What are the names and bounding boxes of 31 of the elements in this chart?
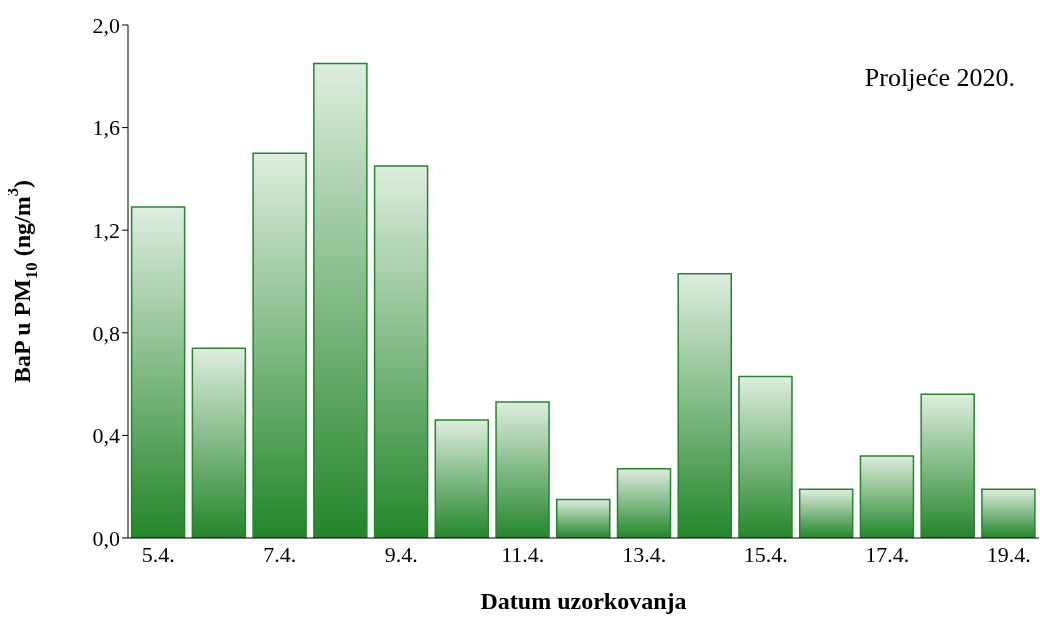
bar xyxy=(920,393,975,538)
x-tick-label: 9.4. xyxy=(384,541,418,567)
bar xyxy=(191,347,247,538)
x-tick-label: 19.4. xyxy=(986,541,1031,567)
bar xyxy=(616,468,672,538)
y-tick-label: 1,2 xyxy=(92,218,120,244)
x-tick-label: 13.4. xyxy=(622,541,667,567)
bar xyxy=(556,498,611,538)
bar xyxy=(677,273,732,538)
bar xyxy=(373,165,429,538)
bar xyxy=(738,375,793,538)
annotation: Proljeće 2020. xyxy=(864,63,1015,93)
bar xyxy=(313,62,368,538)
bar xyxy=(798,488,854,538)
bar xyxy=(434,419,490,538)
bar xyxy=(859,455,915,538)
y-tick-label: 0,4 xyxy=(92,423,120,449)
y-tick-label: 0,0 xyxy=(92,525,120,551)
x-axis-title: Datum uzorkovanja xyxy=(480,588,687,614)
bar xyxy=(130,206,186,538)
x-tick-label: 11.4. xyxy=(501,541,545,567)
x-tick-label: 5.4. xyxy=(141,541,175,567)
y-tick-label: 1,6 xyxy=(92,115,120,141)
bar xyxy=(981,488,1036,538)
x-tick-label: 7.4. xyxy=(263,541,297,567)
x-tick-label: 17.4. xyxy=(865,541,910,567)
bar xyxy=(252,152,307,538)
x-tick-label: 15.4. xyxy=(743,541,788,567)
bar xyxy=(495,401,550,538)
y-tick-label: 0,8 xyxy=(92,320,120,346)
y-tick-label: 2,0 xyxy=(92,12,120,38)
